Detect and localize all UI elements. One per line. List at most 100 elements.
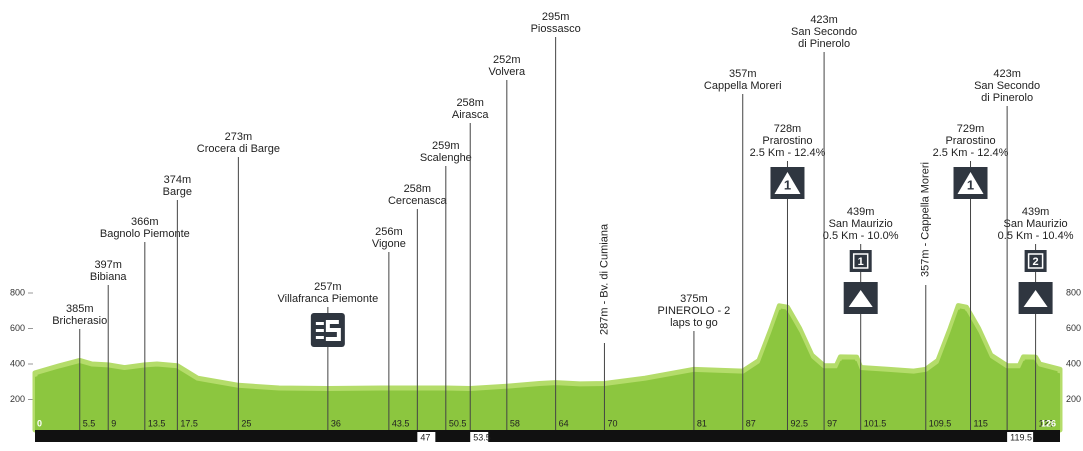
waypoint-label: 728m — [774, 123, 802, 135]
km-label: 58 — [510, 418, 520, 428]
waypoint-label: Villafranca Piemonte — [278, 293, 379, 305]
kom-category: 1 — [967, 177, 974, 192]
km-box — [1007, 432, 1034, 443]
waypoint-label: Prarostino — [762, 135, 812, 147]
waypoint-label: 287m - Bv. di Cumiana — [598, 223, 610, 335]
elevation-fill — [35, 309, 1060, 434]
kom-triangle — [774, 172, 801, 194]
km-label: 87 — [746, 418, 756, 428]
distance-bar — [35, 430, 1060, 442]
waypoint-label: 357m — [729, 68, 757, 80]
y-tick-label: 600 — [10, 323, 25, 333]
waypoint-label: Barge — [163, 186, 192, 198]
waypoint-label: 259m — [432, 140, 460, 152]
waypoint-label: San Secondo — [974, 80, 1040, 92]
waypoint-label: 0.5 Km - 10.4% — [998, 230, 1074, 242]
sprint-stripe — [315, 329, 324, 332]
waypoint-label: Bricherasio — [52, 315, 107, 327]
waypoint-label: 273m — [225, 131, 253, 143]
waypoint-label: Volvera — [488, 66, 526, 78]
waypoint-label: San Maurizio — [1003, 218, 1067, 230]
kom-category: 1 — [858, 256, 864, 268]
waypoint-label: Bibiana — [90, 271, 128, 283]
waypoint-label: 374m — [164, 174, 192, 186]
waypoint-label: 257m — [314, 281, 342, 293]
km-label: 25 — [241, 418, 251, 428]
kom-mountain — [1023, 290, 1048, 307]
waypoint-label: 2.5 Km - 12.4% — [750, 147, 826, 159]
waypoint-label: Scalenghe — [420, 152, 472, 164]
km-label: 101.5 — [864, 418, 887, 428]
km-label: 109.5 — [929, 418, 952, 428]
waypoint-label: San Secondo — [791, 26, 857, 38]
waypoint-label: 375m — [680, 293, 708, 305]
kom-cat-inner — [1027, 253, 1044, 269]
waypoint-label: 256m — [375, 226, 403, 238]
km-label: 13.5 — [148, 418, 166, 428]
waypoint-label: 423m — [993, 68, 1021, 80]
waypoint-label: Vigone — [372, 238, 406, 250]
km-label: 97 — [827, 418, 837, 428]
sprint-stripe — [315, 336, 324, 339]
waypoint-label: 0.5 Km - 10.0% — [823, 230, 899, 242]
km-label: 64 — [559, 418, 569, 428]
waypoint-label: Bagnolo Piemonte — [100, 228, 190, 240]
km-label: 50.5 — [449, 418, 467, 428]
km-label: 36 — [331, 418, 341, 428]
km-label: 5.5 — [83, 418, 96, 428]
kom-cat-box — [1024, 250, 1047, 272]
km-label: 119.5 — [1010, 432, 1032, 442]
waypoint-label: 439m — [847, 206, 875, 218]
km-label: 53.5 — [473, 432, 491, 442]
kom-cat-inner — [852, 253, 869, 269]
y-tick-label: 800 — [10, 287, 25, 297]
waypoint-label: di Pinerolo — [798, 38, 850, 50]
waypoint-label: San Maurizio — [829, 218, 893, 230]
km-label: 17.5 — [180, 418, 198, 428]
y-tick-label-right: 200 — [1066, 394, 1081, 404]
waypoint-label: 397m — [94, 259, 122, 271]
sprint-s — [325, 320, 341, 341]
km-label: 81 — [697, 418, 707, 428]
waypoint-label: 423m — [810, 14, 838, 26]
km-label: 115 — [974, 418, 988, 428]
waypoint-label: Cappella Moreri — [704, 80, 782, 92]
kom-category: 1 — [784, 177, 791, 192]
waypoint-label: laps to go — [670, 317, 718, 329]
y-tick-label-right: 400 — [1066, 358, 1081, 368]
kom-mountain — [848, 290, 873, 307]
waypoint-label: PINEROLO - 2 — [658, 305, 731, 317]
waypoint-label: 357m - Cappella Moreri — [920, 162, 932, 277]
kom-triangle — [957, 172, 984, 194]
waypoint-label: di Pinerolo — [981, 92, 1033, 104]
km-label: 9 — [111, 418, 116, 428]
waypoint-label: 385m — [66, 303, 94, 315]
kom-category: 2 — [1033, 256, 1039, 268]
km-label: 126 — [1041, 418, 1056, 428]
waypoint-label: Piossasco — [531, 23, 581, 35]
km-label: 0 — [37, 418, 42, 428]
waypoint-label: Prarostino — [945, 135, 995, 147]
waypoint-label: 252m — [493, 54, 521, 66]
y-tick-label: 200 — [10, 394, 25, 404]
km-label: 70 — [607, 418, 617, 428]
km-box — [417, 432, 436, 443]
waypoint-label: Cercenasca — [388, 195, 448, 207]
waypoint-label: Crocera di Barge — [197, 143, 280, 155]
y-tick-label-right: 600 — [1066, 323, 1081, 333]
km-label: 43.5 — [392, 418, 410, 428]
waypoint-label: 295m — [542, 11, 570, 23]
waypoint-label: 258m — [456, 97, 484, 109]
waypoint-label: 2.5 Km - 12.4% — [933, 147, 1009, 159]
kom-cat-box — [849, 250, 872, 272]
y-tick-label: 400 — [10, 358, 25, 368]
waypoint-label: 366m — [131, 216, 159, 228]
km-label: 47 — [420, 432, 430, 442]
km-box — [470, 432, 489, 443]
waypoint-label: 439m — [1022, 206, 1050, 218]
waypoint-label: 258m — [404, 183, 432, 195]
waypoint-label: Airasca — [452, 109, 490, 121]
km-label: 92.5 — [790, 418, 808, 428]
sprint-stripe — [315, 322, 324, 325]
